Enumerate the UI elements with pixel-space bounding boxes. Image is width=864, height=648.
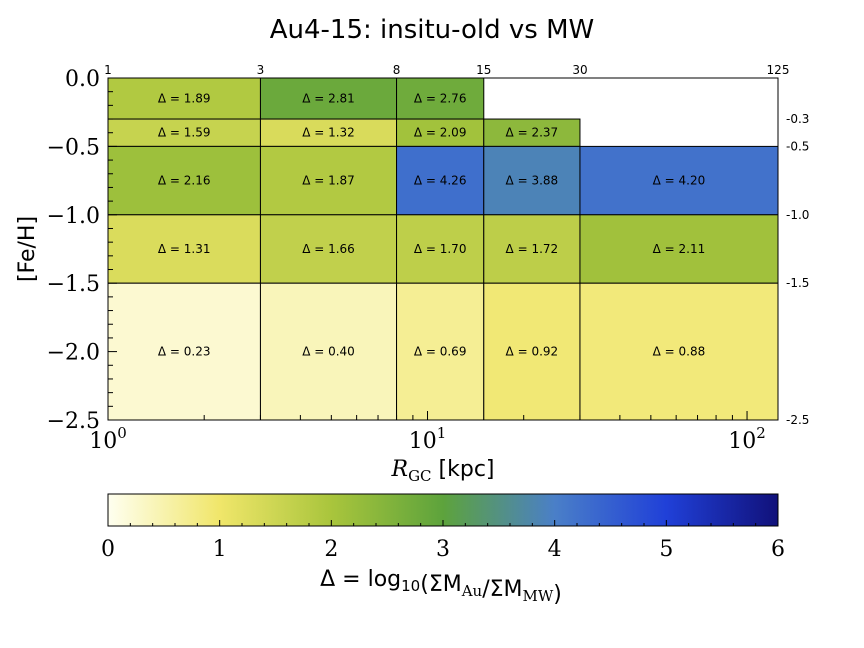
y-tick-label: −2.5: [47, 409, 100, 434]
cell-label: Δ = 2.09: [414, 126, 467, 140]
cell-label: Δ = 1.59: [158, 126, 211, 140]
x-axis: 100 101 102: [89, 411, 766, 454]
top-edge-label: 3: [257, 63, 265, 77]
right-edge-label: -1.5: [786, 276, 809, 290]
heatmap-cell: [396, 118, 485, 147]
right-bin-edge-labels: -0.3 -0.5 -1.0 -1.5 -2.5: [786, 112, 809, 427]
heatmap-cell: [107, 214, 261, 284]
cell-label: Δ = 1.89: [158, 92, 211, 106]
cell-label: Δ = 1.32: [302, 126, 355, 140]
heatmap-cell: [107, 282, 261, 421]
heatmap-cell: [396, 282, 485, 421]
y-tick-label: −1.0: [47, 204, 100, 229]
heatmap-cell: [396, 145, 485, 216]
colorbar-tick-label: 4: [548, 537, 562, 562]
y-tick-label: −0.5: [47, 135, 100, 160]
colorbar-label: Δ = log10(ΣMAu/ΣMMW): [320, 567, 562, 607]
y-axis: 0.0 −0.5 −1.0 −1.5 −2.0 −2.5: [47, 67, 117, 434]
cell-label: Δ = 2.81: [302, 92, 355, 106]
x-tick-label: 100: [89, 424, 127, 454]
y-tick-label: −1.5: [47, 272, 100, 297]
colorbar-ticks: 0 1 2 3 4 5 6: [101, 520, 785, 562]
right-edge-label: -0.3: [786, 112, 809, 126]
top-edge-label: 8: [393, 63, 401, 77]
x-tick-label: 102: [728, 424, 766, 454]
cell-label: Δ = 2.37: [506, 126, 559, 140]
cell-label: Δ = 1.72: [506, 242, 559, 256]
heatmap-cell: [259, 77, 398, 120]
y-tick-label: −2.0: [47, 341, 100, 366]
colorbar-tick-label: 1: [213, 537, 227, 562]
y-axis-label: [Fe/H]: [15, 216, 40, 282]
cell-label: Δ = 1.66: [302, 242, 355, 256]
chart-title: Au4-15: insitu-old vs MW: [270, 15, 595, 45]
colorbar-tick-label: 3: [436, 537, 450, 562]
cell-label: Δ = 0.69: [414, 345, 467, 359]
cell-label: Δ = 1.87: [302, 174, 355, 188]
heatmap-cell: [579, 145, 779, 216]
heatmap-cell: [259, 282, 398, 421]
cell-label: Δ = 1.31: [158, 242, 211, 256]
cell-label: Δ = 3.88: [506, 174, 559, 188]
cell-label: Δ = 0.88: [653, 345, 706, 359]
cell-label: Δ = 2.76: [414, 92, 467, 106]
colorbar-tick-label: 2: [324, 537, 338, 562]
right-edge-label: -1.0: [786, 208, 809, 222]
right-edge-label: -0.5: [786, 139, 809, 153]
top-edge-label: 125: [767, 63, 790, 77]
cell-label: Δ = 4.26: [414, 174, 467, 188]
top-edge-label: 30: [572, 63, 587, 77]
heatmap-cell: [107, 77, 261, 120]
x-axis-label: RGC [kpc]: [390, 457, 494, 485]
cell-label: Δ = 0.23: [158, 345, 211, 359]
x-axis-label-text: RGC [kpc]: [390, 457, 494, 485]
colorbar-tick-label: 0: [101, 537, 115, 562]
heatmap-cell: [579, 214, 779, 284]
heatmap-cells: [107, 77, 779, 421]
heatmap-cell: [259, 214, 398, 284]
cell-label: Δ = 0.40: [302, 345, 355, 359]
heatmap-cell: [483, 282, 581, 421]
top-edge-label: 1: [104, 63, 112, 77]
plot-frame: [107, 77, 779, 421]
top-edge-label: 15: [476, 63, 491, 77]
right-edge-label: -2.5: [786, 413, 809, 427]
cell-label: Δ = 0.92: [506, 345, 559, 359]
cell-label: Δ = 2.16: [158, 174, 211, 188]
cell-label: Δ = 1.70: [414, 242, 467, 256]
top-bin-edge-labels: 1 3 8 15 30 125: [104, 63, 789, 77]
x-tick-label: 101: [409, 424, 447, 454]
colorbar-label-text: Δ = log10(ΣMAu/ΣMMW): [320, 567, 562, 607]
heatmap-cell: [483, 214, 581, 284]
heatmap-cell-labels: Δ = 1.89 Δ = 2.81 Δ = 2.76 Δ = 1.59 Δ = 1.32…: [158, 92, 705, 359]
heatmap-cell: [579, 282, 779, 421]
cell-label: Δ = 4.20: [653, 174, 706, 188]
colorbar-tick-label: 5: [659, 537, 673, 562]
cell-label: Δ = 2.11: [653, 242, 706, 256]
colorbar-tick-label: 6: [771, 537, 785, 562]
y-tick-label: 0.0: [65, 67, 100, 92]
